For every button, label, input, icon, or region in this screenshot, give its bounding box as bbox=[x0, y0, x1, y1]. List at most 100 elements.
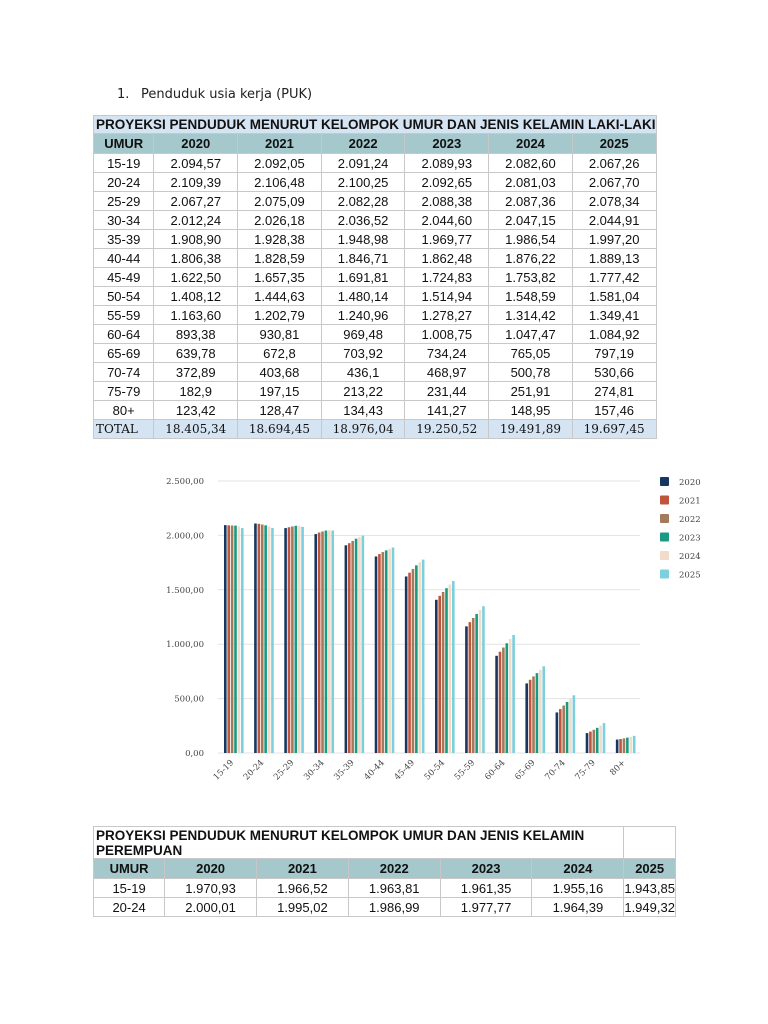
cell: 1.202,79 bbox=[237, 305, 322, 325]
bar-2020-80+ bbox=[615, 739, 619, 753]
cell: 2.044,60 bbox=[404, 210, 490, 230]
bar-2020-70-74 bbox=[555, 712, 559, 753]
cell: 15-19 bbox=[92, 878, 166, 898]
cell: 1.047,47 bbox=[488, 324, 573, 344]
cell: 2.092,65 bbox=[404, 172, 490, 192]
cell: 2.067,27 bbox=[153, 191, 239, 211]
bar-2025-30-34 bbox=[331, 530, 335, 753]
bar-2023-65-69 bbox=[535, 673, 539, 753]
bar-2021-80+ bbox=[619, 739, 622, 753]
cell: 1.514,94 bbox=[404, 286, 490, 306]
cell: 1.908,90 bbox=[153, 229, 239, 249]
table-row: 80+ 123,42 128,47 134,43 141,27 148,95 157,46 bbox=[92, 400, 657, 420]
cell: 2.109,39 bbox=[153, 172, 239, 192]
cell: 1.943,85 bbox=[623, 878, 676, 898]
bar-2023-80+ bbox=[626, 737, 629, 753]
cell: 436,1 bbox=[320, 362, 406, 382]
bar-2023-50-54 bbox=[445, 588, 448, 753]
cell: 35-39 bbox=[92, 229, 155, 249]
cell: 55-59 bbox=[92, 305, 155, 325]
list-number: 1. bbox=[117, 87, 130, 102]
table-title: PROYEKSI PENDUDUK MENURUT KELOMPOK UMUR … bbox=[93, 115, 657, 134]
cell: 969,48 bbox=[320, 324, 406, 344]
cell: 1.966,52 bbox=[255, 878, 349, 898]
bar-2023-40-44 bbox=[384, 550, 388, 753]
cell: 134,43 bbox=[320, 400, 406, 420]
cell: 2.081,03 bbox=[488, 172, 573, 192]
cell: 672,8 bbox=[237, 343, 322, 363]
male-population-table: PROYEKSI PENDUDUK MENURUT KELOMPOK UMUR … bbox=[92, 115, 657, 439]
cell: UMUR bbox=[92, 858, 166, 879]
cell: 157,46 bbox=[571, 400, 657, 420]
cell: 2.075,09 bbox=[237, 191, 322, 211]
x-tick-label: 40-44 bbox=[362, 758, 386, 782]
x-tick-label: 75-79 bbox=[573, 758, 597, 782]
bar-2025-25-29 bbox=[301, 526, 304, 753]
bar-2021-55-59 bbox=[468, 622, 472, 753]
bar-2025-40-44 bbox=[391, 547, 395, 753]
bar-2023-25-29 bbox=[294, 525, 298, 753]
bar-2022-80+ bbox=[622, 738, 626, 753]
cell: 2.082,60 bbox=[488, 153, 573, 173]
cell: 1.548,59 bbox=[488, 286, 573, 306]
table-row: 20-24 2.000,01 1.995,02 1.986,99 1.977,77 1.9… bbox=[92, 897, 676, 917]
bar-2024-40-44 bbox=[388, 548, 391, 753]
bar-2021-35-39 bbox=[347, 543, 351, 753]
cell: 2.047,15 bbox=[488, 210, 573, 230]
cell: 1.977,77 bbox=[439, 897, 533, 917]
bar-2020-25-29 bbox=[284, 528, 287, 753]
cell: 251,91 bbox=[488, 381, 573, 401]
table-row: 15-19 2.094,57 2.092,05 2.091,24 2.089,93 2.0… bbox=[92, 153, 657, 173]
table-row: 55-59 1.163,60 1.202,79 1.240,96 1.278,27 1.3… bbox=[92, 305, 657, 325]
x-tick-label: 45-49 bbox=[393, 758, 417, 782]
cell: 128,47 bbox=[237, 400, 322, 420]
cell: 18.694,45 bbox=[237, 419, 322, 439]
cell: 797,19 bbox=[571, 343, 657, 363]
cell: 2.092,05 bbox=[237, 153, 322, 173]
table-row: 50-54 1.408,12 1.444,63 1.480,14 1.514,94 1.5… bbox=[92, 286, 657, 306]
cell: 1.622,50 bbox=[153, 267, 239, 287]
cell: 231,44 bbox=[404, 381, 490, 401]
cell: 2.026,18 bbox=[237, 210, 322, 230]
bar-2022-65-69 bbox=[532, 676, 535, 753]
table-row: 70-74 372,89 403,68 436,1 468,97 500,78 530,66 bbox=[92, 362, 657, 382]
bar-2025-45-49 bbox=[421, 559, 425, 753]
table-row: 20-24 2.109,39 2.106,48 2.100,25 2.092,65 2.0… bbox=[92, 172, 657, 192]
legend-label: 2023 bbox=[679, 534, 701, 544]
cell: 2024 bbox=[531, 858, 625, 879]
cell: 148,95 bbox=[488, 400, 573, 420]
legend-label: 2020 bbox=[679, 478, 701, 488]
bar-2022-50-54 bbox=[441, 591, 445, 753]
table-row: 45-49 1.622,50 1.657,35 1.691,81 1.724,83 1.7… bbox=[92, 267, 657, 287]
cell: 1.846,71 bbox=[320, 248, 406, 268]
cell: 500,78 bbox=[488, 362, 573, 382]
x-tick-label: 60-64 bbox=[483, 758, 507, 782]
table-row: 75-79 182,9 197,15 213,22 231,44 251,91 274,81 bbox=[92, 381, 657, 401]
bar-2022-40-44 bbox=[381, 552, 385, 753]
cell: 734,24 bbox=[404, 343, 490, 363]
x-tick-label: 20-24 bbox=[242, 758, 266, 782]
table-row: 35-39 1.908,90 1.928,38 1.948,98 1.969,77 1.9… bbox=[92, 229, 657, 249]
bar-2021-45-49 bbox=[408, 572, 411, 753]
bar-2025-65-69 bbox=[542, 666, 546, 753]
y-tick-label: 0,00 bbox=[185, 749, 204, 759]
cell: 2.000,01 bbox=[164, 897, 257, 917]
bar-2020-30-34 bbox=[314, 534, 318, 753]
legend-swatch bbox=[660, 514, 669, 523]
cell: 1.876,22 bbox=[488, 248, 573, 268]
cell: 1.997,20 bbox=[571, 229, 657, 249]
cell: 1.995,02 bbox=[255, 897, 349, 917]
table-row: 65-69 639,78 672,8 703,92 734,24 765,05 797,19 bbox=[92, 343, 657, 363]
cell: 1.314,42 bbox=[488, 305, 573, 325]
cell: 80+ bbox=[92, 400, 155, 420]
bar-2022-70-74 bbox=[562, 705, 565, 753]
bar-2020-40-44 bbox=[374, 556, 378, 753]
cell: 2023 bbox=[439, 858, 533, 879]
legend-label: 2022 bbox=[679, 515, 701, 525]
bar-2025-60-64 bbox=[512, 634, 515, 753]
cell: 1.753,82 bbox=[488, 267, 573, 287]
bar-2021-25-29 bbox=[287, 527, 291, 753]
cell: 123,42 bbox=[153, 400, 239, 420]
x-tick-label: 35-39 bbox=[332, 758, 356, 782]
bar-2022-60-64 bbox=[502, 647, 505, 753]
